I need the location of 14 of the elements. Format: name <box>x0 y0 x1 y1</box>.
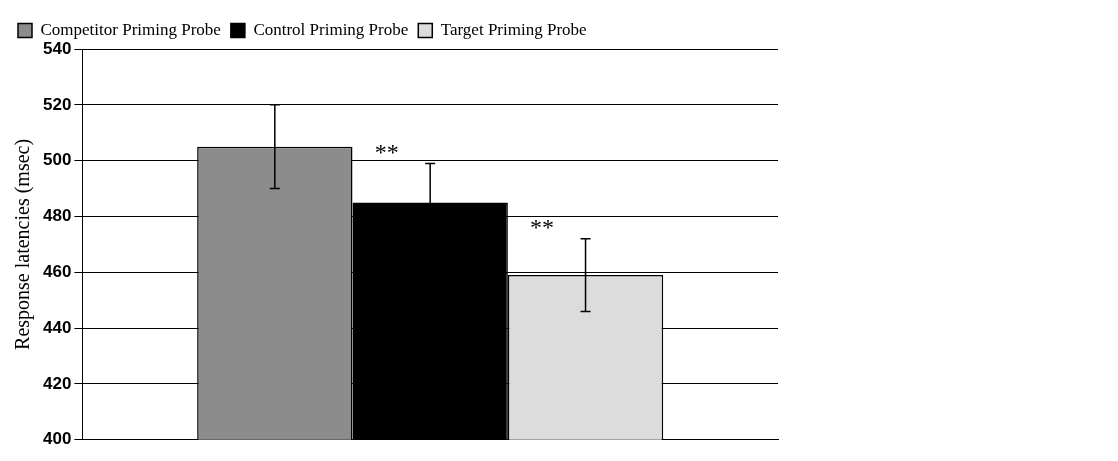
y-axis-title: Response latencies (msec) <box>11 138 35 350</box>
legend-label: Competitor Priming Probe <box>40 19 221 39</box>
legend-label: Target Priming Probe <box>440 19 587 39</box>
y-tick-label: 440 <box>42 317 72 337</box>
y-tick-label: 520 <box>42 94 72 114</box>
y-tick-label: 480 <box>42 206 72 226</box>
annotation: ** <box>374 138 399 165</box>
y-tick-label: 500 <box>42 150 72 170</box>
y-tick-label: 540 <box>42 38 72 58</box>
annotation: ** <box>530 214 555 241</box>
y-tick-label: 460 <box>42 262 72 281</box>
y-tick-label: 420 <box>42 373 72 393</box>
y-tick-label: 400 <box>42 429 72 449</box>
legend-label: Control Priming Probe <box>253 19 409 39</box>
